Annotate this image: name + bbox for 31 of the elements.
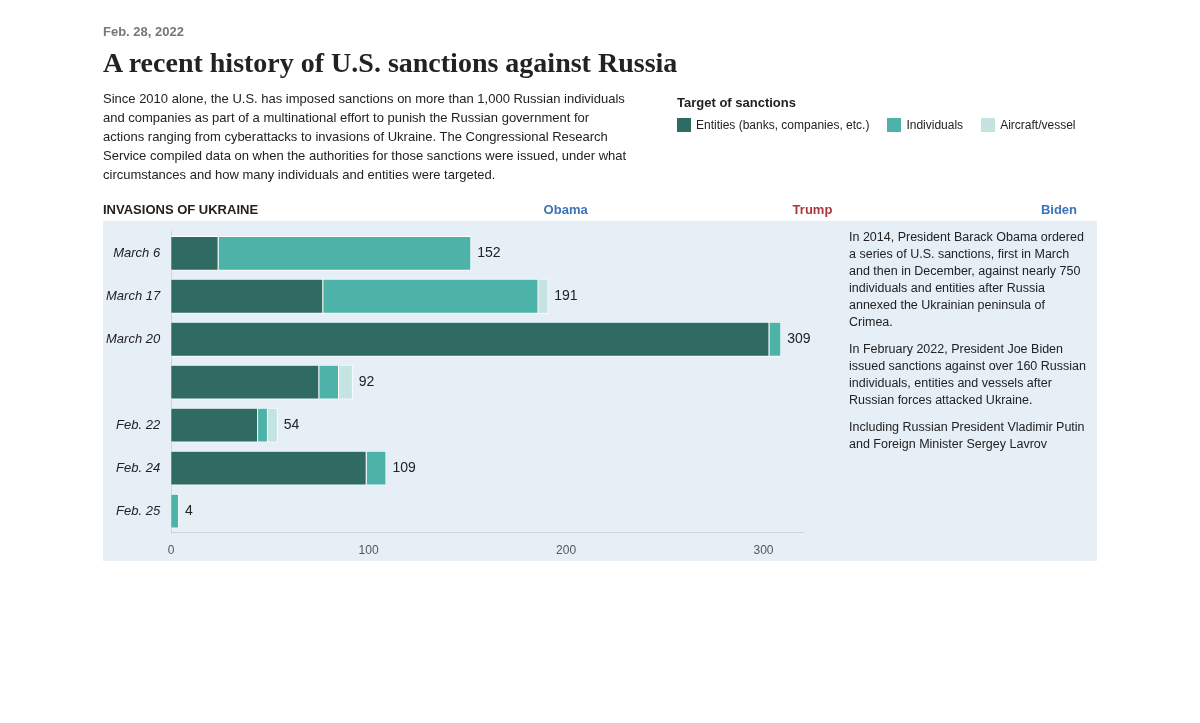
y-tick-label: Feb. 24 bbox=[116, 459, 161, 475]
legend-label: Aircraft/vessel bbox=[1000, 118, 1076, 132]
text: INVASIONS OF UKRAINE bbox=[103, 202, 260, 217]
total-label: 309 bbox=[787, 330, 811, 347]
total-label: 92 bbox=[358, 373, 375, 390]
total-label: 109 bbox=[392, 459, 416, 475]
total-label: 4 bbox=[185, 501, 194, 518]
text: Including Russian President Vladimir Putin and Foreign Minister Sergey Lavrov bbox=[849, 419, 1086, 453]
y-tick-label: March 20 bbox=[105, 330, 161, 346]
x-tick-label: 0 bbox=[167, 543, 175, 558]
x-tick-label: 300 bbox=[753, 543, 774, 558]
text: Feb. 28, 2022 bbox=[103, 24, 185, 39]
y-tick-label: March 6 bbox=[113, 244, 161, 260]
legend-label: Individuals bbox=[906, 118, 964, 132]
x-tick-label: 200 bbox=[556, 543, 577, 558]
text: Obama bbox=[542, 202, 589, 217]
legend-label: Entities (banks, companies, etc.) bbox=[696, 118, 870, 132]
chart-title: A recent history of U.S. sanctions against Russia bbox=[103, 47, 679, 79]
y-tick-label: March 17 bbox=[105, 287, 161, 303]
text: Trump bbox=[791, 202, 834, 217]
x-tick-label: 100 bbox=[358, 543, 379, 558]
total-label: 54 bbox=[283, 416, 300, 433]
total-label: 152 bbox=[477, 244, 501, 261]
y-tick-label: Feb. 25 bbox=[116, 502, 161, 518]
legend-title: Target of sanctions bbox=[677, 95, 797, 110]
text: Biden bbox=[1039, 202, 1078, 217]
text: In February 2022, President Joe Biden issued sanctions against over 160 Russian individuals, entities and vessels after Russian forces attacked Ukraine. bbox=[849, 341, 1087, 409]
total-label: 191 bbox=[554, 287, 578, 304]
y-tick-label: Feb. 22 bbox=[116, 416, 161, 432]
text: In 2014, President Barack Obama ordered a series of U.S. sanctions, first in March and then in December, against nearly 750 individuals and entities after Russia annexed the Ukrainian peninsula of Crimea. bbox=[849, 229, 1085, 331]
chart-subtitle: Since 2010 alone, the U.S. has imposed sanctions on more than 1,000 Russian individuals and companies as part of a multinational effort to punish the Russian government for actions ranging from cyberattacks to invasions of Ukraine. The Congressional Research Service compiled data on when the authorities for those sanctions were issued, under what circumstances and how many individuals and entities were targeted. bbox=[103, 90, 627, 184]
